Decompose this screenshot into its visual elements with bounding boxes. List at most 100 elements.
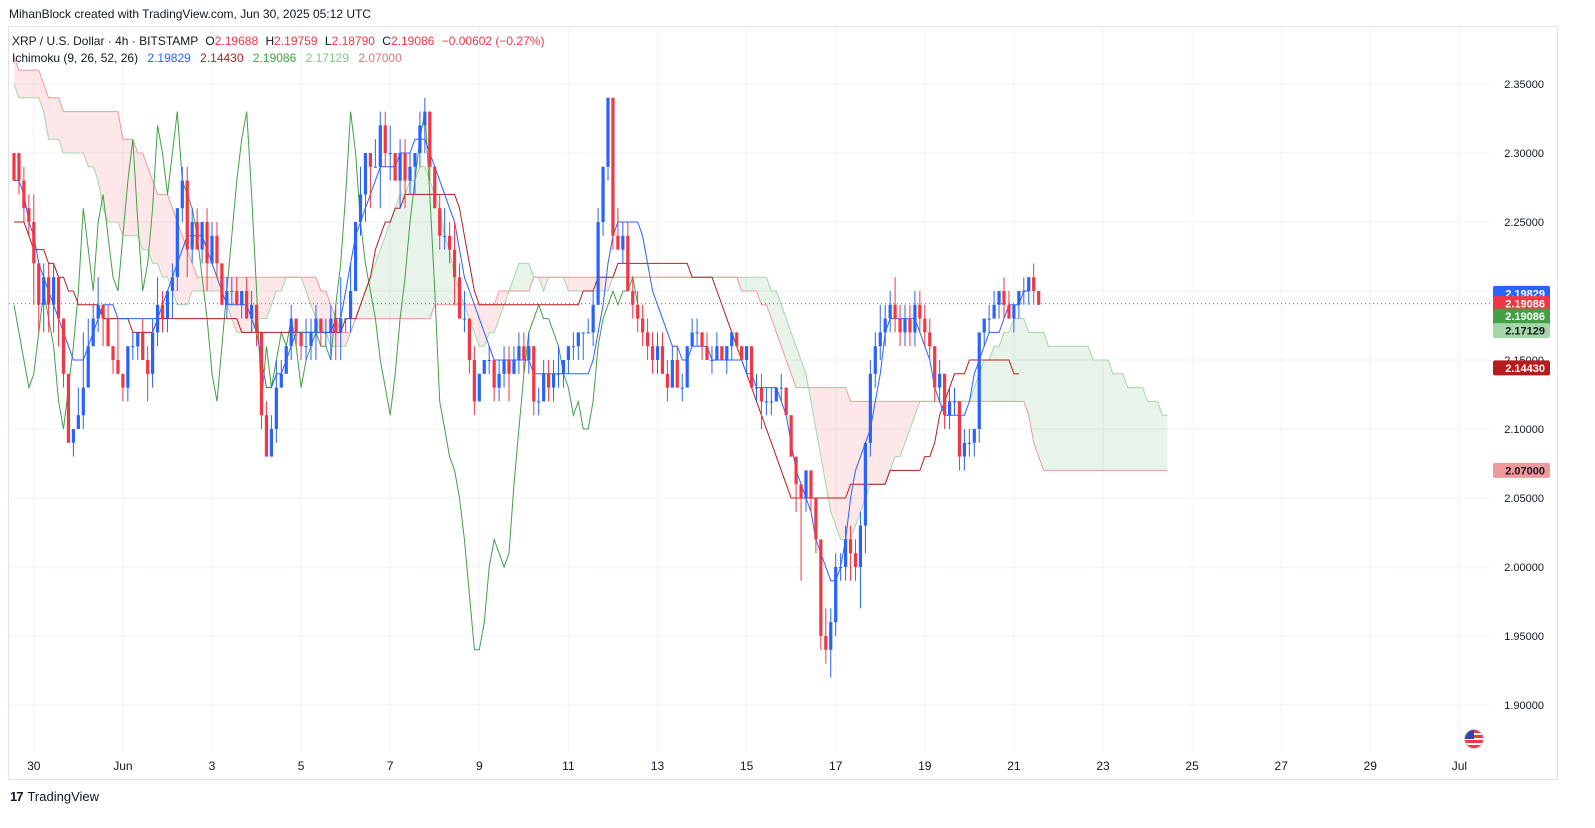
- candle: [636, 291, 640, 333]
- candle-body: [388, 153, 392, 154]
- candle-body: [160, 304, 165, 319]
- cloud-segment: [1048, 346, 1054, 471]
- candle-body: [235, 291, 239, 305]
- candle-body: [794, 456, 798, 485]
- candle: [487, 346, 491, 374]
- price-label-text: 2.19086: [1505, 311, 1545, 323]
- x-tick-label: 5: [298, 759, 305, 773]
- cloud-segment: [513, 263, 519, 291]
- senkou-span-b-line: [13, 56, 1168, 471]
- tradingview-brand[interactable]: TradingView: [27, 789, 100, 804]
- price-label-box: [1493, 308, 1550, 324]
- cloud-segment: [1073, 346, 1079, 471]
- candle: [368, 153, 372, 209]
- candle-body: [799, 484, 803, 498]
- candle-body: [853, 553, 858, 567]
- cloud-segment: [845, 387, 851, 540]
- price-label-box: [1493, 323, 1550, 339]
- symbol-name[interactable]: XRP / U.S. Dollar · 4h · BITSTAMP: [12, 34, 199, 48]
- candle: [829, 608, 833, 678]
- candle-body: [86, 346, 90, 388]
- cloud-segment: [1033, 332, 1039, 457]
- candle: [848, 525, 853, 581]
- candle-body: [878, 332, 882, 347]
- cloud-segment: [152, 180, 158, 264]
- candle-body: [636, 304, 640, 319]
- candle-body: [116, 360, 120, 374]
- cloud-segment: [781, 304, 787, 360]
- candle-body: [551, 373, 556, 388]
- candle: [37, 263, 41, 333]
- candle: [804, 470, 808, 512]
- candle-body: [928, 332, 932, 347]
- candle-body: [56, 277, 61, 319]
- tenkan-sen-line: [14, 138, 1029, 582]
- candle-body: [655, 346, 660, 360]
- candle: [76, 387, 80, 429]
- cloud-segment: [999, 332, 1004, 402]
- candle-body: [992, 304, 996, 319]
- candle-body: [373, 166, 377, 168]
- candle-body: [982, 318, 986, 333]
- candle: [116, 318, 120, 374]
- price-label-text: 2.07000: [1505, 465, 1545, 477]
- low-value: 2.18790: [331, 34, 375, 48]
- candle-body: [96, 304, 100, 319]
- candle-body: [938, 373, 942, 388]
- x-tick-label: 15: [740, 759, 754, 773]
- candle: [279, 360, 283, 388]
- cloud-segment: [1058, 346, 1064, 471]
- y-tick-label: 2.00000: [1504, 562, 1544, 574]
- candle-body: [556, 373, 561, 375]
- candle: [180, 166, 184, 222]
- candle: [398, 139, 402, 209]
- candle: [571, 332, 575, 360]
- candle-body: [858, 525, 863, 567]
- cloud-segment: [900, 401, 905, 457]
- symbol-legend-row[interactable]: XRP / U.S. Dollar · 4h · BITSTAMP O2.196…: [12, 33, 544, 50]
- candle: [868, 360, 872, 457]
- candle-body: [883, 318, 887, 333]
- candle-body: [487, 360, 491, 361]
- candle-body: [91, 318, 95, 347]
- cloud-segment: [810, 387, 816, 429]
- cloud-segment: [98, 111, 104, 209]
- candle: [131, 332, 135, 360]
- candle-body: [131, 346, 135, 348]
- candle: [314, 304, 318, 360]
- indicator-legend-row[interactable]: Ichimoku (9, 26, 52, 26) 2.19829 2.14430…: [12, 50, 544, 67]
- candle-body: [754, 387, 759, 389]
- candle-body: [685, 346, 689, 388]
- candle: [646, 318, 650, 360]
- x-tick-label: 21: [1007, 759, 1021, 773]
- candle-body: [1032, 277, 1036, 291]
- candle-body: [923, 318, 927, 333]
- cloud-segment: [791, 332, 797, 388]
- tradingview-logo-icon[interactable]: 17: [10, 789, 24, 804]
- candle-body: [522, 346, 526, 360]
- cloud-segment: [385, 222, 391, 319]
- us-flag-icon[interactable]: [1464, 729, 1484, 749]
- candle-body: [240, 291, 244, 305]
- candle-body: [61, 318, 66, 374]
- x-tick-label: 17: [829, 759, 843, 773]
- candle: [764, 387, 768, 416]
- candle-body: [705, 346, 709, 360]
- indicator-name[interactable]: Ichimoku (9, 26, 52, 26): [12, 51, 139, 65]
- candle-body: [27, 208, 31, 222]
- close-value: 2.19086: [390, 34, 435, 48]
- candle-body: [848, 539, 853, 554]
- candle: [903, 304, 907, 347]
- candle: [581, 332, 585, 360]
- candle-body: [903, 318, 907, 333]
- candle: [190, 208, 194, 264]
- y-tick-label: 2.25000: [1504, 217, 1544, 229]
- candle-body: [433, 166, 437, 209]
- candle: [299, 332, 303, 360]
- candle-body: [1037, 291, 1041, 305]
- x-tick-label: 13: [651, 759, 665, 773]
- cloud-segment: [43, 84, 49, 140]
- price-labels: 2.198292.1908602:47:222.190862.171292.14…: [1493, 285, 1550, 478]
- candle-body: [962, 442, 966, 457]
